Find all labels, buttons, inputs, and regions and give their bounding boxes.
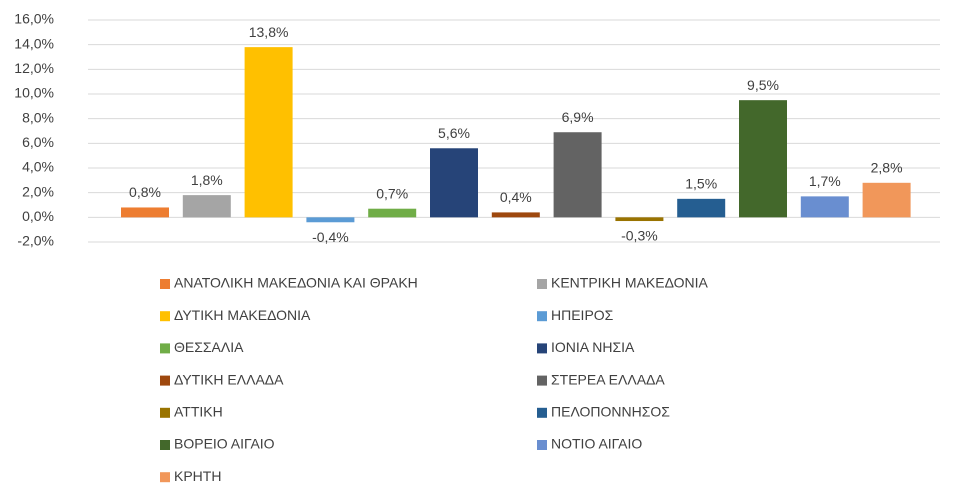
legend-swatch (160, 279, 170, 289)
bar (368, 208, 417, 218)
bar (430, 148, 478, 218)
bar (677, 198, 726, 218)
legend-swatch (160, 343, 170, 354)
y-tick-label: 4,0% (22, 159, 54, 175)
legend-swatch (537, 440, 547, 450)
bar (182, 195, 231, 218)
bar (862, 182, 911, 218)
legend-label: ΑΝΑΤΟΛΙΚΗ ΜΑΚΕΔΟΝΙΑ ΚΑΙ ΘΡΑΚΗ (174, 275, 418, 291)
bar (615, 217, 664, 222)
legend-swatch (537, 311, 547, 322)
data-label: 1,7% (809, 173, 841, 189)
bar (491, 212, 540, 218)
legend-label: ΔΥΤΙΚΗ ΜΑΚΕΔΟΝΙΑ (174, 307, 311, 323)
legend-swatch (160, 472, 170, 483)
data-label: 9,5% (747, 77, 779, 93)
legend-label: ΚΡΗΤΗ (174, 468, 221, 484)
bar (306, 217, 355, 223)
data-label: 1,8% (191, 172, 223, 188)
legend-label: ΑΤΤΙΚΗ (174, 404, 223, 420)
legend-label: ΗΠΕΙΡΟΣ (551, 307, 614, 323)
y-tick-label: 14,0% (14, 35, 54, 51)
legend-swatch (160, 311, 170, 322)
legend-swatch (537, 279, 547, 289)
legend-label: ΘΕΣΣΑΛΙΑ (174, 339, 244, 355)
data-label: 13,8% (249, 24, 289, 40)
data-label: 0,4% (500, 189, 532, 205)
legend-label: ΒΟΡΕΙΟ ΑΙΓΑΙΟ (174, 436, 275, 452)
bar (244, 47, 293, 218)
legend-label: ΔΥΤΙΚΗ ΕΛΛΑΔΑ (174, 371, 284, 387)
y-tick-label: 8,0% (22, 109, 54, 125)
y-tick-label: -2,0% (17, 233, 54, 249)
legend-swatch (537, 407, 547, 418)
legend-label: ΚΕΝΤΡΙΚΗ ΜΑΚΕΔΟΝΙΑ (551, 275, 709, 291)
bar (553, 132, 602, 218)
data-label: 0,8% (129, 184, 161, 200)
y-tick-label: 6,0% (22, 134, 54, 150)
y-tick-label: 2,0% (22, 183, 54, 199)
y-tick-label: 12,0% (14, 60, 54, 76)
data-label: 2,8% (871, 160, 903, 176)
legend-swatch (160, 407, 170, 418)
legend-swatch (537, 375, 547, 386)
data-label: 0,7% (376, 185, 408, 201)
y-tick-label: 10,0% (14, 85, 54, 101)
y-tick-label: 0,0% (22, 208, 54, 224)
legend-label: ΝΟΤΙΟ ΑΙΓΑΙΟ (551, 436, 642, 452)
bar (739, 100, 787, 218)
y-tick-label: 16,0% (14, 11, 54, 27)
data-label: 5,6% (438, 125, 470, 141)
bar (121, 207, 169, 218)
legend-label: ΙΟΝΙΑ ΝΗΣΙΑ (551, 339, 635, 355)
legend-swatch (537, 343, 547, 354)
legend-swatch (160, 440, 170, 450)
data-label: -0,3% (621, 228, 658, 244)
legend-label: ΠΕΛΟΠΟΝΝΗΣΟΣ (551, 404, 670, 420)
legend-label: ΣΤΕΡΕΑ ΕΛΛΑΔΑ (551, 371, 665, 387)
data-label: 6,9% (562, 109, 594, 125)
bar (800, 196, 849, 218)
data-label: 1,5% (685, 176, 717, 192)
data-label: -0,4% (312, 229, 349, 245)
legend-swatch (160, 375, 170, 386)
